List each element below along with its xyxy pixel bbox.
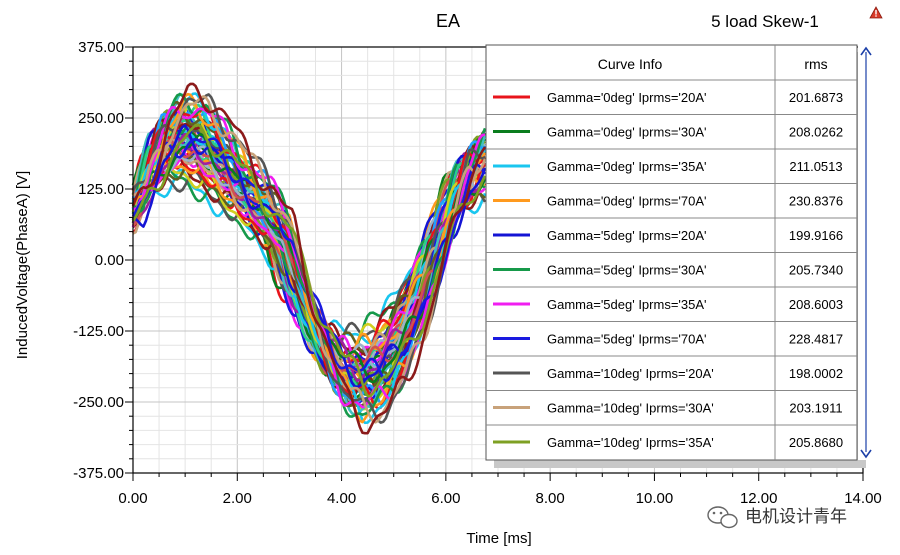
- legend-entry-rms: 205.8680: [789, 435, 843, 450]
- y-tick-label: -125.00: [73, 323, 124, 340]
- x-tick-label: 4.00: [327, 490, 356, 507]
- legend-entry-rms: 208.6003: [789, 297, 843, 312]
- y-tick-label: 125.00: [78, 181, 124, 198]
- legend-header-rms: rms: [804, 56, 827, 72]
- y-tick-label: 0.00: [95, 252, 124, 269]
- legend-entry-label: Gamma='5deg' Iprms='70A': [547, 332, 707, 347]
- legend-entry-rms: 205.7340: [789, 263, 843, 278]
- series-group: [131, 82, 487, 435]
- series-line: [131, 109, 487, 399]
- y-tick-labels: 375.00 250.00 125.00 0.00 -125.00 -250.00 -375…: [73, 39, 124, 482]
- legend-entry-label: Gamma='0deg' Iprms='70A': [547, 194, 707, 209]
- series-line: [131, 82, 487, 435]
- x-tick-label: 0.00: [118, 490, 147, 507]
- watermark: 电机设计青年: [707, 506, 847, 529]
- x-tick-labels: 0.00 2.00 4.00 6.00 8.00 10.00 12.00 14.00: [118, 490, 881, 507]
- legend-rows: Gamma='0deg' Iprms='20A' 201.6873 Gamma='0…: [486, 90, 857, 450]
- wechat-icon: [707, 506, 738, 529]
- watermark-text: 电机设计青年: [745, 507, 847, 527]
- legend[interactable]: Curve Info rms Gamma='0deg' Iprms='20A' 2…: [485, 44, 866, 468]
- legend-entry-rms: 228.4817: [789, 332, 843, 347]
- y-tick-label: -250.00: [73, 394, 124, 411]
- scroll-up-arrow-icon[interactable]: [860, 46, 872, 56]
- scroll-down-arrow-icon[interactable]: [860, 449, 872, 459]
- y-tick-label: 250.00: [78, 110, 124, 127]
- x-tick-label: 2.00: [223, 490, 252, 507]
- legend-entry-label: Gamma='10deg' Iprms='35A': [547, 435, 714, 450]
- x-tick-label: 14.00: [844, 490, 882, 507]
- legend-entry-label: Gamma='10deg' Iprms='20A': [547, 366, 714, 381]
- legend-entry-label: Gamma='0deg' Iprms='30A': [547, 125, 707, 140]
- x-tick-label: 12.00: [740, 490, 778, 507]
- legend-entry-label: Gamma='5deg' Iprms='30A': [547, 263, 707, 278]
- chart-title: EA: [436, 11, 460, 31]
- x-tick-label: 6.00: [431, 490, 460, 507]
- scrollbar-track: [858, 45, 868, 460]
- legend-header-curve: Curve Info: [598, 56, 663, 72]
- legend-entry-rms: 230.8376: [789, 194, 843, 209]
- y-tick-label: 375.00: [78, 39, 124, 56]
- tick-marks: [125, 46, 864, 481]
- legend-entry-rms: 199.9166: [789, 228, 843, 243]
- legend-entry-rms: 198.0002: [789, 366, 843, 381]
- y-axis-label: InducedVoltage(PhaseA) [V]: [14, 171, 31, 359]
- x-axis-label: Time [ms]: [466, 530, 531, 547]
- legend-entry-label: Gamma='0deg' Iprms='20A': [547, 90, 707, 105]
- legend-entry-label: Gamma='10deg' Iprms='30A': [547, 401, 714, 416]
- legend-entry-rms: 208.0262: [789, 125, 843, 140]
- legend-entry-label: Gamma='5deg' Iprms='35A': [547, 297, 707, 312]
- x-tick-label: 10.00: [636, 490, 674, 507]
- warning-icon[interactable]: [869, 6, 883, 19]
- legend-entry-label: Gamma='0deg' Iprms='35A': [547, 159, 707, 174]
- legend-entry-rms: 203.1911: [789, 401, 842, 416]
- series-line: [131, 123, 487, 398]
- legend-scrollbar[interactable]: [858, 45, 872, 460]
- legend-entry-rms: 211.0513: [789, 159, 842, 174]
- chart-subtitle: 5 load Skew-1: [711, 12, 819, 31]
- legend-entry-label: Gamma='5deg' Iprms='20A': [547, 228, 707, 243]
- x-tick-label: 8.00: [536, 490, 565, 507]
- y-tick-label: -375.00: [73, 465, 124, 482]
- legend-entry-rms: 201.6873: [789, 90, 843, 105]
